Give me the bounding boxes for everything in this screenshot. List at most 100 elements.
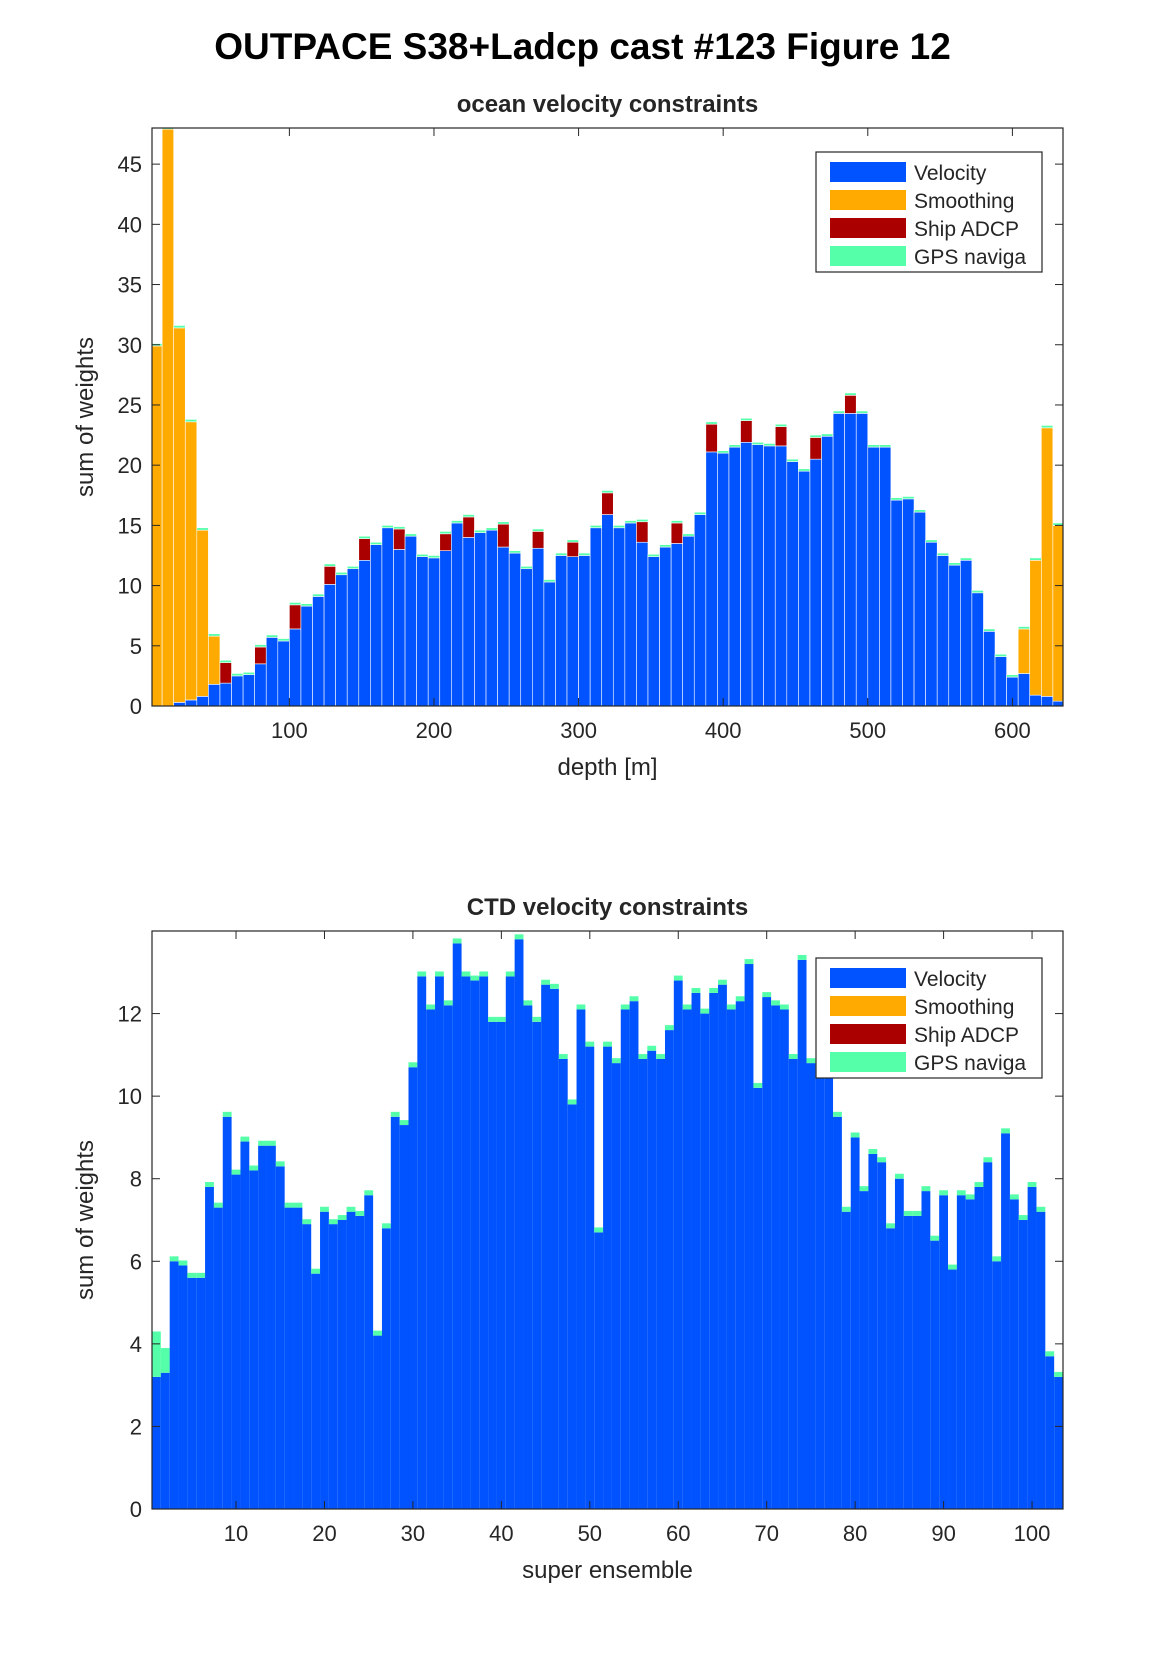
bar-gps-naviga-27 xyxy=(462,514,475,518)
bar-gps-naviga-87 xyxy=(921,1186,931,1192)
bar-gps-naviga-26 xyxy=(381,1223,391,1229)
bar-gps-naviga-19 xyxy=(370,541,383,545)
bar-smoothing-1 xyxy=(161,128,174,706)
bar-gps-naviga-24 xyxy=(427,555,441,559)
bar-velocity-33 xyxy=(532,547,545,706)
bar-velocity-36 xyxy=(566,556,579,706)
bar-gps-naviga-65 xyxy=(902,496,915,500)
bar-ship-adcp-15 xyxy=(323,566,336,585)
legend-entry-0: Velocity xyxy=(914,968,987,991)
bar-velocity-78 xyxy=(841,1211,851,1509)
bar-velocity-22 xyxy=(404,535,417,706)
bar-gps-naviga-90 xyxy=(948,1264,957,1270)
bar-velocity-20 xyxy=(328,1224,338,1509)
bar-gps-naviga-59 xyxy=(673,975,683,981)
bar-gps-naviga-16 xyxy=(293,1202,303,1208)
bar-gps-naviga-79 xyxy=(850,1132,860,1138)
bar-velocity-16 xyxy=(293,1207,303,1509)
legend-swatch-0 xyxy=(830,968,906,988)
bar-velocity-18 xyxy=(358,559,371,706)
bar-gps-naviga-6 xyxy=(205,1182,214,1187)
bar-ship-adcp-30 xyxy=(497,523,510,548)
legend-entry-2: Ship ADCP xyxy=(914,1024,1019,1047)
ctd-velocity-chart: 10 20 30 40 50 60 70 80 90 100 0 2 4 6 8 10 12 CTD veloci… xyxy=(72,894,1064,1584)
bar-velocity-71 xyxy=(971,592,984,706)
bar-gps-naviga-19 xyxy=(320,1206,329,1212)
bar-gps-naviga-21 xyxy=(337,1215,347,1220)
bar-gps-naviga-49 xyxy=(717,450,730,454)
bar-smoothing-4 xyxy=(196,529,209,697)
bar-gps-naviga-15 xyxy=(284,1202,294,1208)
bar-gps-naviga-64 xyxy=(890,497,903,501)
bar-gps-naviga-34 xyxy=(543,579,556,583)
bar-gps-naviga-17 xyxy=(302,1219,312,1225)
bar-gps-naviga-9 xyxy=(254,644,267,648)
bar-velocity-58 xyxy=(821,435,834,706)
bar-gps-naviga-16 xyxy=(335,572,348,576)
bar-ship-adcp-21 xyxy=(393,528,406,550)
bar-velocity-47 xyxy=(567,1104,577,1509)
x-tick-label: 40 xyxy=(489,1521,513,1546)
bar-ship-adcp-27 xyxy=(462,516,475,538)
bar-ship-adcp-25 xyxy=(439,533,452,551)
bar-gps-naviga-88 xyxy=(930,1235,940,1241)
bars-group xyxy=(152,934,1063,1509)
bar-velocity-26 xyxy=(381,1228,391,1509)
bar-gps-naviga-5 xyxy=(208,633,221,637)
ocean-velocity-chart: 100 200 300 400 500 600 0 5 10 15 20 25 30 35 40 45 ocea… xyxy=(72,91,1064,781)
bar-gps-naviga-55 xyxy=(786,458,799,462)
bar-smoothing-75 xyxy=(1017,628,1031,674)
y-tick-label: 6 xyxy=(130,1249,142,1274)
bar-gps-naviga-67 xyxy=(744,959,754,965)
bar-gps-naviga-47 xyxy=(693,511,707,515)
bar-velocity-29 xyxy=(408,1067,418,1509)
bar-gps-naviga-51 xyxy=(740,417,753,421)
bar-velocity-44 xyxy=(659,546,672,706)
bar-velocity-28 xyxy=(399,1125,409,1509)
bar-gps-naviga-45 xyxy=(670,520,683,524)
bar-gps-naviga-41 xyxy=(624,520,637,524)
bar-velocity-15 xyxy=(323,584,336,706)
legend-entry-2: Ship ADCP xyxy=(914,218,1019,241)
bar-velocity-31 xyxy=(508,552,522,706)
bar-velocity-88 xyxy=(930,1240,940,1509)
bar-velocity-15 xyxy=(284,1207,294,1509)
bar-gps-naviga-25 xyxy=(439,531,452,535)
bar-velocity-44 xyxy=(541,984,551,1509)
bar-gps-naviga-15 xyxy=(323,563,336,567)
bar-gps-naviga-29 xyxy=(485,527,498,531)
bar-gps-naviga-70 xyxy=(960,557,973,561)
bar-gps-naviga-102 xyxy=(1054,1371,1063,1377)
bar-velocity-71 xyxy=(779,1009,789,1509)
x-tick-label: 60 xyxy=(666,1521,690,1546)
bar-gps-naviga-57 xyxy=(809,434,822,438)
y-tick-label: 45 xyxy=(118,152,142,177)
bar-velocity-38 xyxy=(488,1021,497,1509)
bar-gps-naviga-56 xyxy=(647,1045,657,1051)
bar-smoothing-2 xyxy=(173,327,186,703)
bar-gps-naviga-64 xyxy=(718,979,727,985)
bar-ship-adcp-45 xyxy=(670,522,683,544)
bar-velocity-32 xyxy=(520,568,533,706)
bar-gps-naviga-22 xyxy=(346,1206,356,1212)
bar-velocity-85 xyxy=(903,1215,913,1509)
bar-velocity-10 xyxy=(240,1141,250,1509)
bar-gps-naviga-52 xyxy=(751,441,764,445)
bar-velocity-25 xyxy=(439,550,452,706)
y-tick-label: 35 xyxy=(118,273,142,298)
bar-gps-naviga-10 xyxy=(265,634,279,638)
bar-velocity-49 xyxy=(717,452,730,706)
bar-gps-naviga-68 xyxy=(936,552,950,556)
bar-ship-adcp-12 xyxy=(289,604,302,630)
bar-gps-naviga-61 xyxy=(691,987,701,993)
bar-gps-naviga-71 xyxy=(971,590,984,594)
bar-velocity-53 xyxy=(763,445,776,706)
bar-velocity-8 xyxy=(222,1116,232,1509)
bar-gps-naviga-53 xyxy=(763,443,776,447)
y-axis-label: sum of weights xyxy=(72,1140,99,1300)
x-tick-label: 200 xyxy=(416,718,453,743)
x-tick-label: 600 xyxy=(994,718,1031,743)
bar-gps-naviga-84 xyxy=(894,1173,904,1179)
bar-velocity-38 xyxy=(589,527,603,706)
bar-gps-naviga-76 xyxy=(1029,557,1042,561)
